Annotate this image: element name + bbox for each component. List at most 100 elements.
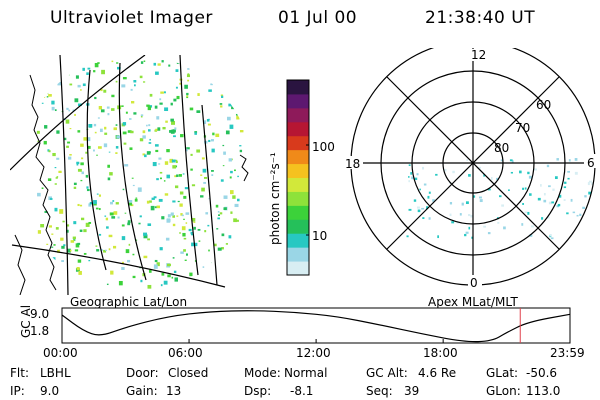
speckle — [464, 233, 467, 237]
speckle — [174, 185, 179, 189]
speckle — [157, 127, 161, 131]
speckle — [200, 195, 204, 198]
speckle — [74, 113, 76, 116]
speckle — [133, 84, 136, 87]
speckle — [73, 239, 76, 241]
speckle — [85, 222, 90, 227]
speckle — [435, 173, 438, 176]
speckle — [49, 269, 52, 272]
speckle — [57, 81, 62, 86]
speckle — [191, 242, 195, 247]
speckle — [51, 246, 54, 248]
colorbar-cell — [287, 149, 309, 165]
speckle — [154, 259, 158, 263]
speckle — [499, 195, 502, 198]
chart-xtick-1: 06:00 — [168, 346, 203, 360]
speckle — [77, 130, 81, 133]
speckle — [579, 213, 582, 216]
speckle — [46, 96, 49, 98]
speckle — [115, 152, 118, 154]
speckle — [161, 272, 165, 276]
speckle — [232, 195, 236, 199]
speckle — [239, 129, 244, 133]
speckle — [582, 206, 586, 209]
mlat-label-70: 70 — [515, 121, 530, 135]
speckle — [67, 248, 71, 253]
speckle — [202, 120, 207, 124]
speckle — [531, 225, 534, 228]
speckle — [187, 68, 190, 70]
speckle — [73, 221, 77, 225]
speckle — [83, 252, 87, 255]
speckle — [93, 70, 96, 73]
speckle — [203, 181, 207, 184]
speckle — [175, 160, 178, 164]
speckle — [171, 159, 176, 163]
speckle — [51, 100, 55, 105]
speckle — [444, 168, 447, 172]
speckle — [503, 226, 506, 230]
speckle — [570, 198, 573, 202]
speckle — [147, 106, 152, 111]
speckle — [416, 206, 420, 209]
mlat-label-60: 60 — [536, 98, 551, 112]
speckle — [37, 251, 42, 254]
longitude-line — [118, 62, 147, 281]
speckle — [468, 174, 471, 177]
speckle — [152, 162, 157, 167]
speckle — [103, 249, 107, 253]
speckle — [143, 255, 148, 259]
speckle — [117, 66, 121, 70]
speckle — [107, 177, 111, 181]
speckle — [215, 204, 219, 208]
speckle — [215, 133, 220, 138]
speckle — [208, 89, 212, 92]
speckle — [131, 101, 135, 104]
speckle — [185, 148, 188, 152]
speckle — [510, 171, 513, 174]
speckle — [239, 145, 242, 147]
speckle — [68, 156, 72, 160]
colorbar-cell — [287, 177, 309, 192]
colorbar-label: photon cm⁻²s⁻¹ — [268, 152, 282, 245]
speckle — [465, 201, 469, 205]
speckle — [191, 233, 194, 236]
speckle — [54, 207, 58, 212]
speckle — [548, 185, 551, 188]
seq-label: Seq: — [366, 384, 393, 398]
speckle — [110, 270, 114, 275]
speckle — [45, 90, 49, 95]
speckle — [57, 275, 61, 279]
speckle — [128, 202, 133, 206]
speckle — [143, 232, 148, 236]
speckle — [36, 130, 40, 134]
speckle — [197, 228, 201, 231]
speckle — [567, 177, 570, 180]
speckle — [100, 109, 105, 113]
speckle — [184, 187, 189, 190]
speckle — [158, 163, 161, 165]
chart-xtick-3: 18:00 — [423, 346, 458, 360]
speckle — [127, 222, 131, 226]
speckle — [189, 107, 194, 111]
speckle — [98, 233, 102, 236]
colorbar-cell — [287, 233, 309, 248]
speckle — [221, 233, 225, 237]
speckle — [223, 207, 227, 211]
speckle — [217, 217, 221, 220]
speckle — [176, 215, 179, 217]
speckle — [546, 164, 550, 168]
speckle — [427, 195, 430, 199]
speckle — [173, 270, 177, 274]
speckle — [111, 216, 116, 219]
speckle — [144, 154, 147, 158]
speckle — [101, 69, 105, 75]
speckle — [233, 218, 237, 223]
speckle — [588, 180, 592, 183]
speckle — [426, 206, 429, 210]
speckle — [178, 174, 182, 177]
speckle — [170, 129, 175, 134]
speckle — [151, 197, 155, 200]
speckle — [567, 170, 570, 173]
speckle — [52, 257, 56, 261]
